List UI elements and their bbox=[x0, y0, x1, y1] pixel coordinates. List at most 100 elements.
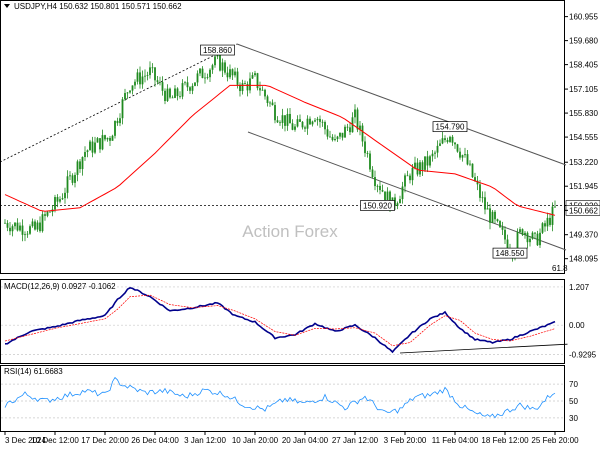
candle-body bbox=[184, 82, 186, 84]
candle-body bbox=[56, 197, 59, 202]
candle-body bbox=[121, 99, 124, 119]
x-tick-label: 17 Dec 20:00 bbox=[81, 436, 129, 445]
candle-body bbox=[409, 175, 411, 181]
candle-body bbox=[6, 222, 9, 228]
candle-body bbox=[341, 132, 344, 138]
candle-body bbox=[19, 225, 21, 231]
candle-body bbox=[329, 136, 331, 138]
candle-body bbox=[334, 139, 336, 141]
candle-body bbox=[224, 62, 226, 73]
candle-body bbox=[436, 145, 439, 153]
candles bbox=[4, 48, 556, 262]
candle-body bbox=[54, 197, 56, 210]
rsi-y-tick-label: 70 bbox=[569, 380, 578, 389]
candle-body bbox=[521, 229, 524, 235]
candle-body bbox=[364, 141, 366, 154]
price-annotation-box bbox=[432, 121, 468, 133]
candle-body bbox=[454, 142, 456, 145]
candle-body bbox=[504, 229, 506, 240]
candle-body bbox=[104, 135, 106, 140]
candle-body bbox=[419, 162, 421, 175]
price-y-tick-label: 158.405 bbox=[569, 61, 598, 70]
candle-body bbox=[81, 156, 84, 170]
price-y-axis: 160.955 159.680 158.405 157.105 155.830 154.5… bbox=[565, 13, 600, 264]
macd-y-tick-label: 1.207 bbox=[569, 283, 590, 292]
candle-body bbox=[76, 161, 79, 175]
macd-lines bbox=[4, 287, 556, 354]
candle-body bbox=[444, 138, 446, 141]
candle-body bbox=[339, 132, 341, 137]
candle-body bbox=[506, 239, 509, 250]
price-annotation-label: 154.790 bbox=[436, 123, 465, 132]
candle-body bbox=[479, 184, 481, 198]
candle-body bbox=[164, 90, 166, 102]
candle-body bbox=[171, 97, 174, 99]
candle-body bbox=[109, 137, 111, 141]
candle-body bbox=[551, 206, 554, 225]
price-annotation-label: 148.550 bbox=[496, 249, 525, 258]
candle-body bbox=[346, 126, 349, 128]
candle-body bbox=[166, 88, 169, 102]
candle-body bbox=[181, 83, 184, 97]
candle-body bbox=[129, 90, 131, 93]
price-annotation-box bbox=[492, 247, 528, 259]
candle-body bbox=[314, 120, 316, 122]
candle-body bbox=[66, 176, 69, 193]
x-tick-label: 3 Jan 12:00 bbox=[184, 436, 226, 445]
x-tick-label: 18 Feb 12:00 bbox=[481, 436, 529, 445]
candle-body bbox=[471, 163, 474, 178]
candle-body bbox=[176, 88, 179, 97]
candle-body bbox=[211, 65, 214, 70]
candle-body bbox=[381, 190, 384, 192]
x-tick-label: 3 Dec 2024 bbox=[5, 436, 46, 445]
macd-trendline bbox=[399, 343, 568, 354]
candle-body bbox=[39, 222, 41, 232]
candle-body bbox=[271, 102, 274, 106]
candle-body bbox=[259, 88, 261, 91]
candle-body bbox=[534, 232, 536, 234]
price-header: USDJPY,H4 150.632 150.801 150.571 150.66… bbox=[14, 2, 182, 11]
candle-body bbox=[89, 141, 91, 151]
candle-body bbox=[344, 126, 346, 138]
candle-body bbox=[131, 85, 134, 91]
moving-average-line bbox=[4, 84, 556, 216]
candle-body bbox=[146, 75, 149, 76]
candle-body bbox=[201, 68, 204, 79]
candle-body bbox=[421, 162, 424, 170]
candle-body bbox=[264, 89, 266, 97]
candle-body bbox=[481, 197, 484, 199]
x-tick-label: 10 Dec 12:00 bbox=[31, 436, 79, 445]
candle-body bbox=[456, 144, 459, 152]
candle-body bbox=[221, 62, 224, 71]
price-y-tick-label: 155.830 bbox=[569, 109, 598, 118]
candle-body bbox=[84, 152, 86, 157]
candle-body bbox=[79, 161, 81, 170]
macd-y-tick-label: -0.9295 bbox=[569, 351, 597, 360]
candle-body bbox=[11, 226, 14, 232]
candle-body bbox=[301, 121, 304, 128]
price-annotation-box bbox=[200, 44, 235, 56]
candle-body bbox=[496, 219, 499, 222]
candle-body bbox=[36, 222, 39, 230]
candle-body bbox=[476, 180, 479, 185]
candle-body bbox=[426, 156, 429, 166]
candle-body bbox=[236, 71, 239, 85]
candle-body bbox=[529, 238, 531, 243]
candle-body bbox=[126, 92, 129, 94]
channel-lower-line bbox=[247, 131, 567, 251]
candle-body bbox=[189, 87, 191, 91]
candle-body bbox=[46, 211, 49, 216]
candle-body bbox=[61, 198, 64, 200]
candle-body bbox=[486, 208, 489, 210]
candle-body bbox=[206, 77, 209, 79]
price-y-tick-label: 153.220 bbox=[569, 158, 598, 167]
candle-body bbox=[96, 138, 99, 143]
candle-body bbox=[199, 68, 201, 74]
rsi-y-tick-label: 30 bbox=[569, 414, 578, 423]
candle-body bbox=[69, 175, 71, 177]
candle-body bbox=[429, 156, 431, 166]
candle-body bbox=[246, 83, 249, 91]
candle-body bbox=[156, 80, 159, 82]
candle-body bbox=[14, 222, 16, 227]
price-annotations: 158.860 154.790 150.920 148.550 bbox=[200, 44, 528, 259]
